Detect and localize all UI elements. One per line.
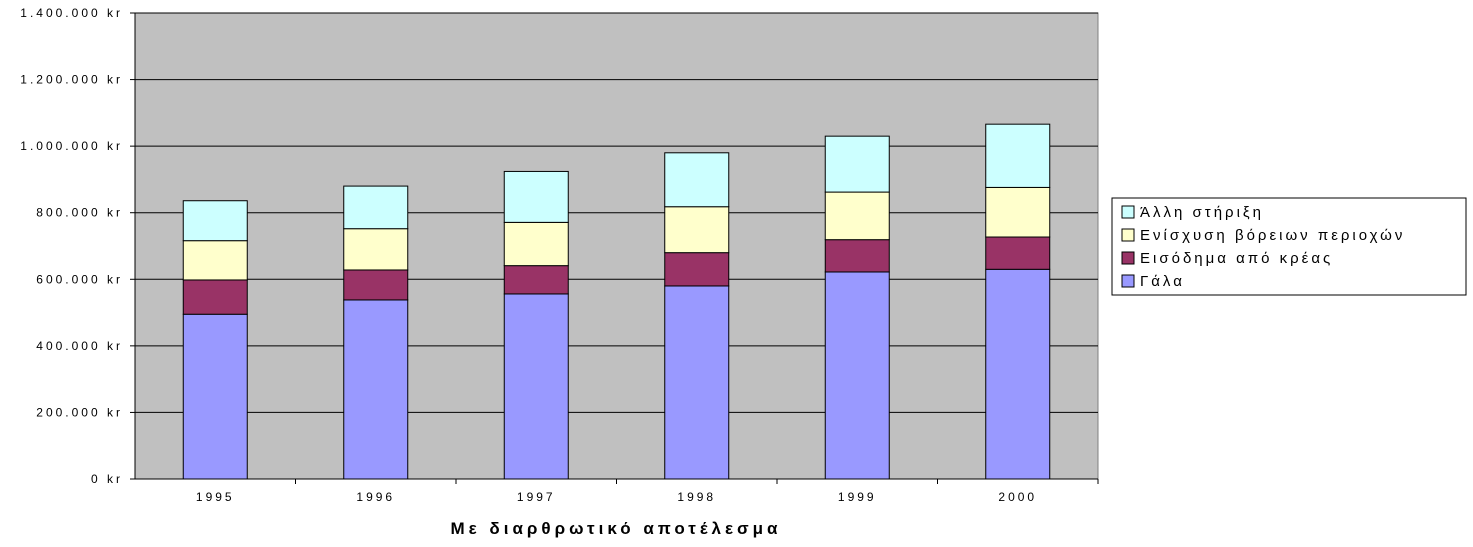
bar-segment-1999-3 bbox=[824, 191, 890, 241]
x-tick-label: 1995 bbox=[196, 490, 235, 504]
x-tick-label: 1998 bbox=[677, 490, 716, 504]
legend-label: Άλλη στήριξη bbox=[1140, 204, 1264, 221]
x-tick-label: 1997 bbox=[517, 490, 556, 504]
x-tick-label: 1999 bbox=[838, 490, 877, 504]
legend-label: Εισόδημα από κρέας bbox=[1140, 250, 1333, 267]
x-axis-title: Με διαρθρωτικό αποτέλεσμα bbox=[450, 519, 781, 538]
bar-segment-1999-4 bbox=[824, 135, 890, 193]
y-tick-label: 600.000 kr bbox=[36, 272, 123, 286]
bar-segment-1997-4 bbox=[503, 170, 569, 223]
gridlines bbox=[135, 12, 1098, 413]
bars bbox=[182, 123, 1051, 480]
legend-swatch bbox=[1121, 228, 1135, 242]
y-tick-label: 0 kr bbox=[91, 472, 123, 486]
y-tick-label: 1.000.000 kr bbox=[20, 139, 123, 153]
bar-segment-1995-1 bbox=[182, 313, 248, 480]
bar-segment-1995-2 bbox=[182, 279, 248, 315]
bar-segment-1999-1 bbox=[824, 271, 890, 480]
y-tick-label: 1.400.000 kr bbox=[20, 6, 123, 20]
bar-segment-1997-2 bbox=[503, 265, 569, 295]
x-axis: 1995 1996 1997 1998 1999 2000 bbox=[135, 478, 1099, 504]
legend-label: Ενίσχυση βόρειων περιοχών bbox=[1140, 227, 1405, 244]
bar-segment-2000-2 bbox=[985, 236, 1051, 270]
y-axis: 0 kr 200.000 kr 400.000 kr 600.000 kr 800.00… bbox=[20, 6, 136, 486]
bar-segment-1995-4 bbox=[182, 200, 248, 242]
bar-segment-1996-2 bbox=[343, 269, 409, 301]
x-tick-label: 1996 bbox=[356, 490, 395, 504]
bar-segment-1999-2 bbox=[824, 239, 890, 273]
bar-segment-1998-1 bbox=[664, 285, 730, 480]
plot-area bbox=[134, 12, 1099, 480]
y-tick-label: 1.200.000 kr bbox=[20, 73, 123, 87]
legend-swatch bbox=[1121, 274, 1135, 288]
bar-segment-1998-4 bbox=[664, 152, 730, 208]
bar-segment-1997-1 bbox=[503, 293, 569, 480]
x-tick-label: 2000 bbox=[998, 490, 1037, 504]
bar-segment-2000-4 bbox=[985, 123, 1051, 188]
y-tick-label: 800.000 kr bbox=[36, 206, 123, 220]
bar-segment-2000-3 bbox=[985, 186, 1051, 238]
bar-segment-1996-3 bbox=[343, 228, 409, 271]
bar-segment-1996-1 bbox=[343, 299, 409, 480]
legend: Άλλη στήριξη Ενίσχυση βόρειων περιοχών Εισ… bbox=[1111, 197, 1467, 296]
bar-segment-1998-2 bbox=[664, 252, 730, 287]
bar-segment-1998-3 bbox=[664, 206, 730, 254]
bar-segment-2000-1 bbox=[985, 268, 1051, 480]
y-tick-label: 400.000 kr bbox=[36, 339, 123, 353]
legend-swatch bbox=[1121, 251, 1135, 265]
bar-segment-1997-3 bbox=[503, 221, 569, 267]
legend-swatch bbox=[1121, 205, 1135, 219]
bar-segment-1996-4 bbox=[343, 185, 409, 230]
legend-label: Γάλα bbox=[1140, 273, 1185, 290]
bar-segment-1995-3 bbox=[182, 240, 248, 281]
y-tick-label: 200.000 kr bbox=[36, 405, 123, 419]
